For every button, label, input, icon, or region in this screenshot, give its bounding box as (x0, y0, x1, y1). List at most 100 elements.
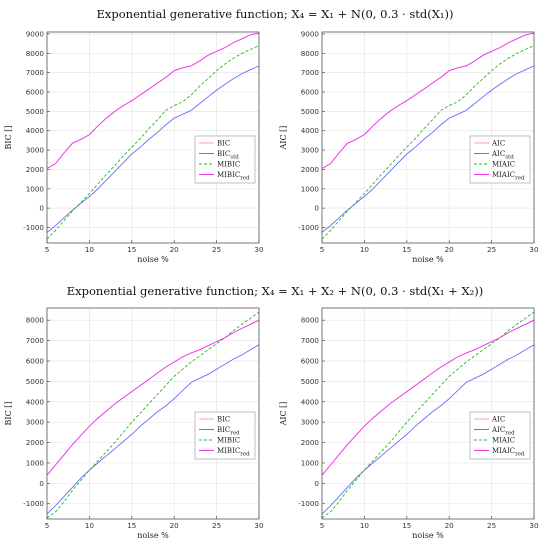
y-tick-label: 7000 (26, 336, 45, 345)
y-tick-label: 7000 (301, 336, 320, 345)
y-tick-label: 7000 (26, 68, 45, 77)
x-tick-label: 20 (170, 245, 180, 254)
legend-label: BIC (217, 140, 230, 148)
x-tick-label: 25 (487, 521, 496, 530)
chart-panel-top-right: 5 10 15 20 25 30 -1000 0 1000 2000 3000 4000 5000 600… (279, 29, 539, 264)
legend-label: BIC (217, 416, 230, 424)
legend-label: MIAIC (492, 437, 515, 445)
series-line-miaic (321, 45, 535, 240)
y-tick-label: -1000 (23, 499, 44, 508)
y-tick-label: 6000 (26, 88, 45, 97)
x-tick-label: 20 (170, 521, 180, 530)
x-tick-label: 15 (402, 521, 411, 530)
x-axis-label: noise % (137, 531, 169, 540)
series-line-mibic-red (46, 319, 260, 476)
y-tick-label: 8000 (301, 316, 320, 325)
y-tick-label: 2000 (26, 438, 45, 447)
x-tick-label: 25 (212, 245, 221, 254)
x-tick-label: 20 (445, 245, 455, 254)
legend-label: MIBICred (217, 447, 250, 458)
y-tick-label: -1000 (298, 223, 319, 232)
x-tick-label: 30 (254, 245, 264, 254)
series-line-mibic-red (46, 32, 260, 169)
axes-box (321, 31, 535, 244)
y-tick-label: 9000 (26, 29, 45, 38)
y-tick-label: 2000 (301, 165, 320, 174)
x-tick-label: 25 (487, 245, 496, 254)
legend-label: MIBICred (217, 171, 250, 182)
y-tick-label: 6000 (301, 357, 320, 366)
y-tick-label: 3000 (301, 146, 320, 155)
x-tick-label: 15 (127, 521, 136, 530)
legend-label: MIAICred (492, 447, 525, 458)
x-tick-label: 15 (127, 245, 136, 254)
y-tick-label: 1000 (26, 458, 45, 467)
legend-label: MIBIC (217, 437, 240, 445)
x-tick-label: 5 (45, 521, 50, 530)
chart-panel-bottom-right: 5 10 15 20 25 30 -1000 0 1000 2000 3000 4000 5000 600… (279, 307, 539, 540)
x-axis-label: noise % (412, 531, 444, 540)
x-tick-label: 5 (45, 245, 50, 254)
series-line-bic-std (46, 65, 260, 233)
legend-label: MIBIC (217, 161, 240, 169)
y-tick-label: 3000 (26, 146, 45, 155)
x-axis-label: noise % (412, 255, 444, 264)
series-line-miaic-red (321, 319, 535, 476)
y-tick-label: 3000 (26, 418, 45, 427)
y-tick-label: 4000 (26, 397, 45, 406)
y-tick-label: 0 (314, 479, 319, 488)
series-line-bic-red (46, 344, 260, 515)
y-tick-label: 8000 (26, 316, 45, 325)
y-tick-label: 6000 (26, 357, 45, 366)
legend-box (194, 411, 256, 460)
x-tick-label: 25 (212, 521, 221, 530)
y-tick-label: 8000 (301, 49, 320, 58)
axes-box (46, 307, 260, 520)
x-tick-label: 20 (445, 521, 455, 530)
x-tick-label: 30 (529, 245, 539, 254)
legend-label: MIAICred (492, 171, 525, 182)
y-axis-label: AIC [] (279, 402, 288, 427)
legend-label: BICred (217, 426, 240, 437)
figure-title-top: Exponential generative function; X₄ = X₁… (96, 7, 454, 21)
y-tick-label: 0 (314, 204, 319, 213)
x-tick-label: 10 (85, 245, 95, 254)
legend-label: MIAIC (492, 161, 515, 169)
y-tick-label: 5000 (301, 377, 320, 386)
legend-box (469, 135, 531, 184)
y-tick-label: -1000 (298, 499, 319, 508)
y-tick-label: 9000 (301, 29, 320, 38)
x-axis-label: noise % (137, 255, 169, 264)
y-tick-label: 1000 (26, 184, 45, 193)
x-tick-label: 5 (320, 245, 325, 254)
x-tick-label: 10 (360, 521, 370, 530)
y-tick-label: 0 (39, 204, 44, 213)
legend-label: AIC (491, 140, 505, 148)
legend-box (469, 411, 531, 460)
chart-panel-bottom-left: 5 10 15 20 25 30 -1000 0 1000 2000 3000 4000 5000 600… (4, 307, 264, 540)
y-tick-label: 1000 (301, 458, 320, 467)
legend-label: AICred (491, 426, 515, 437)
legend-label: AICstd (491, 150, 514, 161)
y-tick-label: 4000 (26, 126, 45, 135)
series-line-miaic-red (321, 32, 535, 169)
y-tick-label: 1000 (301, 184, 320, 193)
legend-label: AIC (491, 416, 505, 424)
y-axis-label: BIC [] (4, 402, 13, 426)
y-tick-label: 8000 (26, 49, 45, 58)
y-tick-label: 2000 (301, 438, 320, 447)
axes-box (321, 307, 535, 520)
x-tick-label: 5 (320, 521, 325, 530)
y-tick-label: 7000 (301, 68, 320, 77)
y-tick-label: 5000 (26, 377, 45, 386)
y-tick-label: -1000 (23, 223, 44, 232)
y-tick-label: 5000 (301, 107, 320, 116)
y-tick-label: 4000 (301, 126, 320, 135)
y-tick-label: 2000 (26, 165, 45, 174)
legend-box (194, 135, 256, 184)
x-tick-label: 30 (529, 521, 539, 530)
series-line-aic-red (321, 344, 535, 515)
